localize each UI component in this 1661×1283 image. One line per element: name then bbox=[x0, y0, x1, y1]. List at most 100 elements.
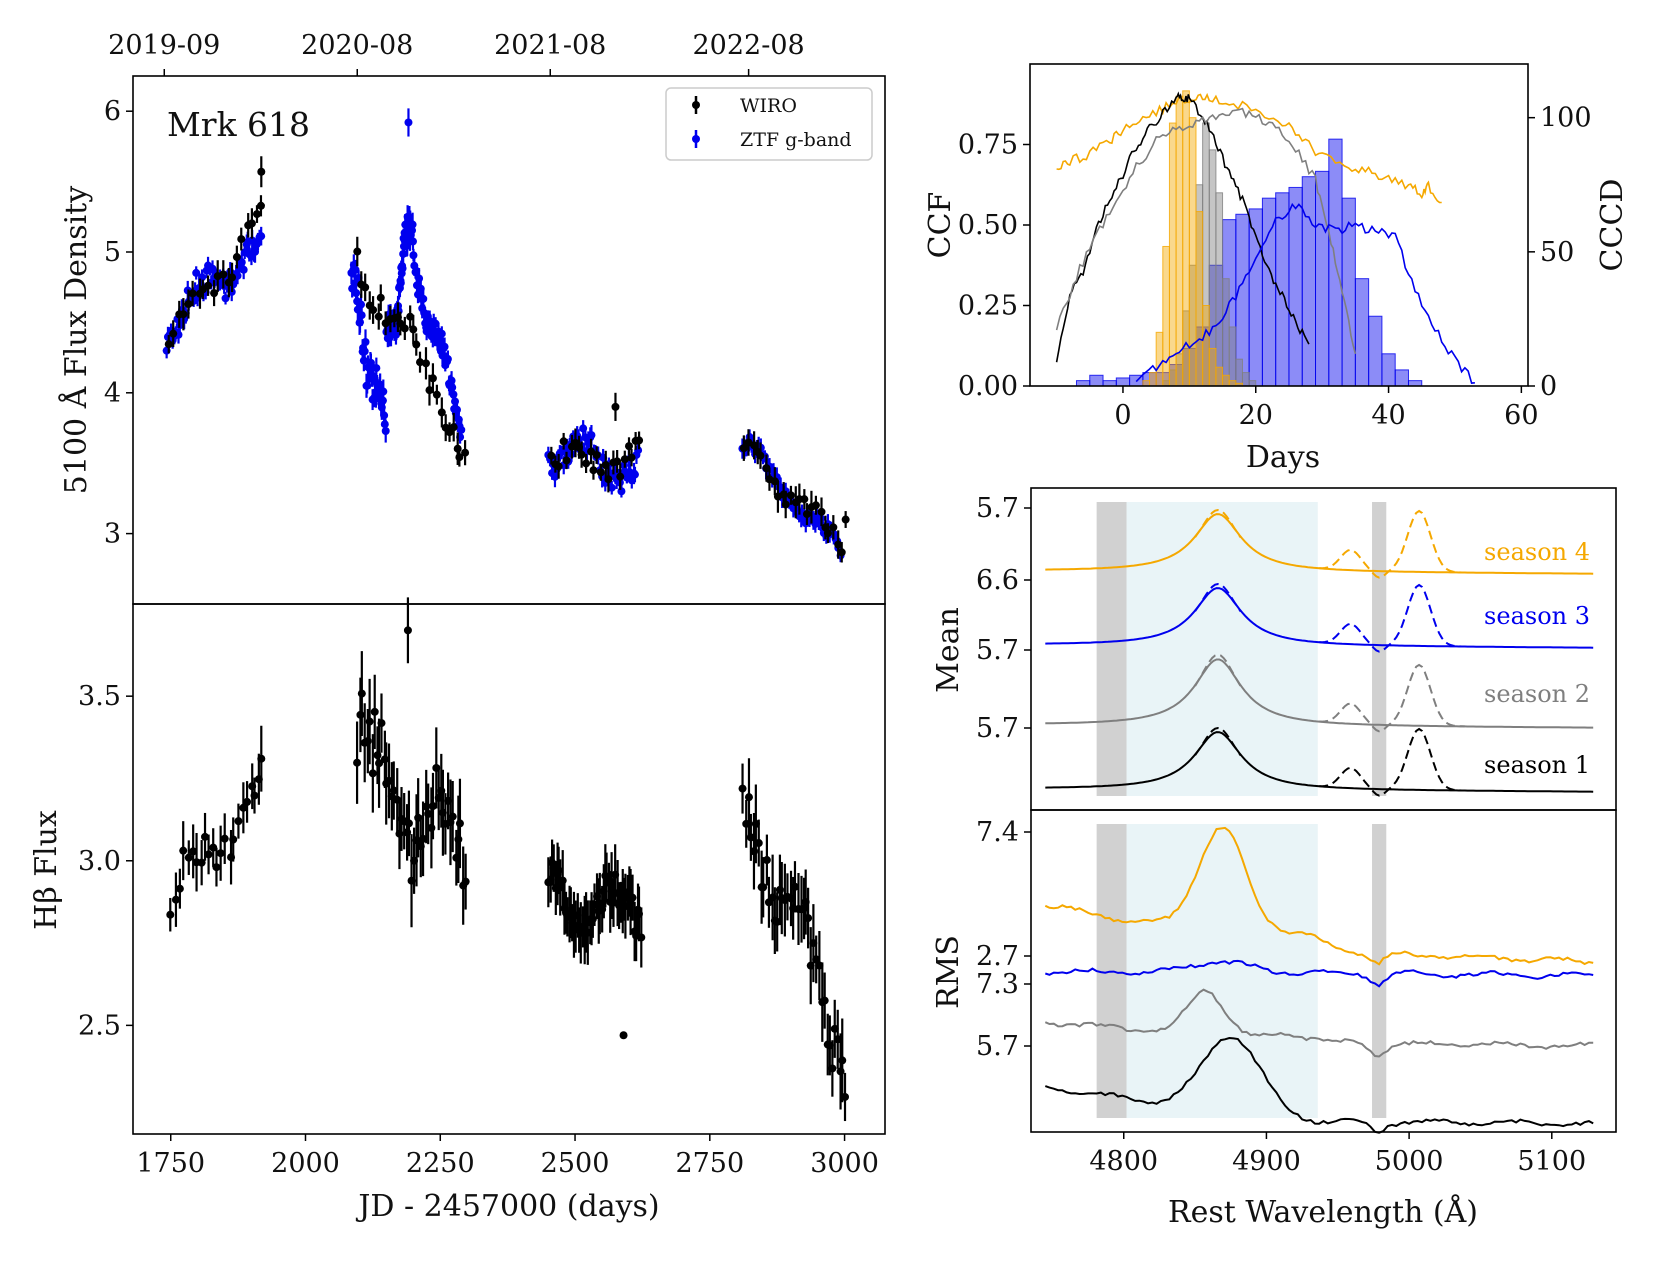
data-point bbox=[189, 847, 198, 856]
data-point bbox=[448, 812, 457, 821]
data-point bbox=[256, 201, 265, 210]
data-point bbox=[247, 219, 256, 228]
histogram-bar bbox=[1089, 374, 1104, 387]
data-point bbox=[754, 839, 763, 848]
ccf-curve bbox=[1135, 202, 1475, 384]
data-point bbox=[582, 459, 591, 468]
data-point bbox=[374, 312, 383, 321]
data-point bbox=[210, 289, 219, 298]
jd-x-axis-label: JD - 2457000 (days) bbox=[355, 1189, 659, 1224]
data-point bbox=[212, 863, 221, 872]
data-point bbox=[232, 253, 241, 262]
data-point bbox=[596, 468, 605, 477]
data-point bbox=[455, 453, 464, 462]
data-point bbox=[220, 834, 229, 843]
data-point bbox=[424, 809, 433, 818]
y-tick-label: 7.3 bbox=[976, 969, 1019, 1000]
cccd-y-axis-label: CCCD bbox=[1595, 179, 1630, 272]
data-point bbox=[179, 310, 188, 319]
data-point bbox=[419, 834, 428, 843]
rms-shaded-regions bbox=[1096, 824, 1387, 1118]
data-point bbox=[239, 803, 248, 812]
x-tick-label: 2750 bbox=[675, 1148, 744, 1179]
histogram-bar bbox=[1228, 326, 1237, 387]
shaded-region bbox=[1126, 824, 1318, 1118]
histogram-bar bbox=[1102, 380, 1117, 387]
data-point bbox=[375, 759, 384, 768]
data-point bbox=[209, 843, 218, 852]
rms-spectrum-line bbox=[1044, 826, 1594, 966]
data-point bbox=[739, 444, 748, 453]
data-point bbox=[403, 626, 412, 635]
y-tick-label: 0.75 bbox=[958, 130, 1018, 161]
data-point bbox=[234, 817, 243, 826]
data-point bbox=[738, 784, 747, 793]
y-tick-label: 0.25 bbox=[958, 291, 1018, 322]
rms-spectra-panel: 5.7 7.32.7 7.4 4800 4900 5000 5100 RMS Rest Wa… bbox=[931, 809, 1617, 1230]
data-point bbox=[437, 408, 446, 417]
data-point bbox=[373, 751, 382, 760]
data-point bbox=[379, 387, 388, 396]
data-point bbox=[425, 386, 434, 395]
shaded-region bbox=[1096, 502, 1127, 796]
mean-spectrum-dashed-peak bbox=[1194, 508, 1242, 539]
data-point bbox=[589, 466, 598, 475]
right-tick-label: 100 bbox=[1540, 103, 1592, 134]
data-point bbox=[627, 453, 636, 462]
data-point bbox=[376, 293, 385, 302]
season-4-label: season 4 bbox=[1484, 538, 1590, 566]
mean-spectrum-dashed-peak bbox=[1194, 653, 1242, 687]
data-point bbox=[617, 487, 626, 496]
histogram-bar bbox=[1215, 366, 1224, 387]
data-point bbox=[607, 483, 616, 492]
data-point bbox=[428, 802, 437, 811]
histogram-bar bbox=[1195, 211, 1204, 387]
data-point bbox=[361, 337, 370, 346]
data-point bbox=[389, 786, 398, 795]
data-point bbox=[554, 462, 563, 471]
data-point bbox=[804, 914, 813, 923]
mean-spectrum-dashed bbox=[1319, 727, 1465, 797]
top-tick-label: 2020-08 bbox=[301, 30, 413, 61]
data-point bbox=[239, 265, 248, 274]
data-point bbox=[376, 380, 385, 389]
data-point bbox=[628, 893, 637, 902]
data-point bbox=[837, 548, 846, 557]
data-point bbox=[381, 426, 390, 435]
data-point bbox=[461, 877, 470, 886]
data-point bbox=[812, 955, 821, 964]
y-tick-label: 0.50 bbox=[958, 210, 1018, 241]
histogram-bar bbox=[1261, 197, 1277, 387]
y-tick-label: 3 bbox=[104, 519, 121, 550]
histogram-bar bbox=[1222, 374, 1230, 387]
histogram-bar bbox=[1115, 377, 1131, 387]
data-point bbox=[243, 797, 252, 806]
data-point bbox=[841, 1092, 850, 1101]
data-point bbox=[369, 306, 378, 315]
data-point bbox=[409, 325, 418, 334]
data-point bbox=[427, 823, 436, 832]
data-point bbox=[437, 786, 446, 795]
data-point bbox=[351, 265, 360, 274]
data-point bbox=[409, 251, 418, 260]
data-point bbox=[637, 933, 646, 942]
y-tick-label: 3.0 bbox=[78, 846, 121, 877]
data-point bbox=[592, 451, 601, 460]
continuum-data-points bbox=[162, 108, 850, 563]
data-point bbox=[219, 270, 228, 279]
ccf-ticks: 0 20 40 60 0.00 0.25 0.50 0.75 0 50 100 bbox=[958, 103, 1592, 431]
data-point bbox=[619, 1031, 628, 1040]
data-point bbox=[197, 858, 206, 867]
data-point bbox=[454, 835, 463, 844]
x-tick-label: 2250 bbox=[406, 1148, 475, 1179]
data-point bbox=[250, 791, 259, 800]
y-tick-label: 5.7 bbox=[976, 493, 1019, 524]
hbeta-lightcurve-panel: 2.5 3.0 3.5 1750 2000 2250 2500 2750 3000 Hβ Fl… bbox=[29, 597, 886, 1224]
data-point bbox=[188, 289, 197, 298]
data-point bbox=[365, 717, 374, 726]
data-point bbox=[828, 1064, 837, 1073]
histogram-bar bbox=[1381, 353, 1396, 387]
histogram-bar bbox=[1241, 372, 1250, 387]
histogram-bar bbox=[1407, 380, 1423, 387]
